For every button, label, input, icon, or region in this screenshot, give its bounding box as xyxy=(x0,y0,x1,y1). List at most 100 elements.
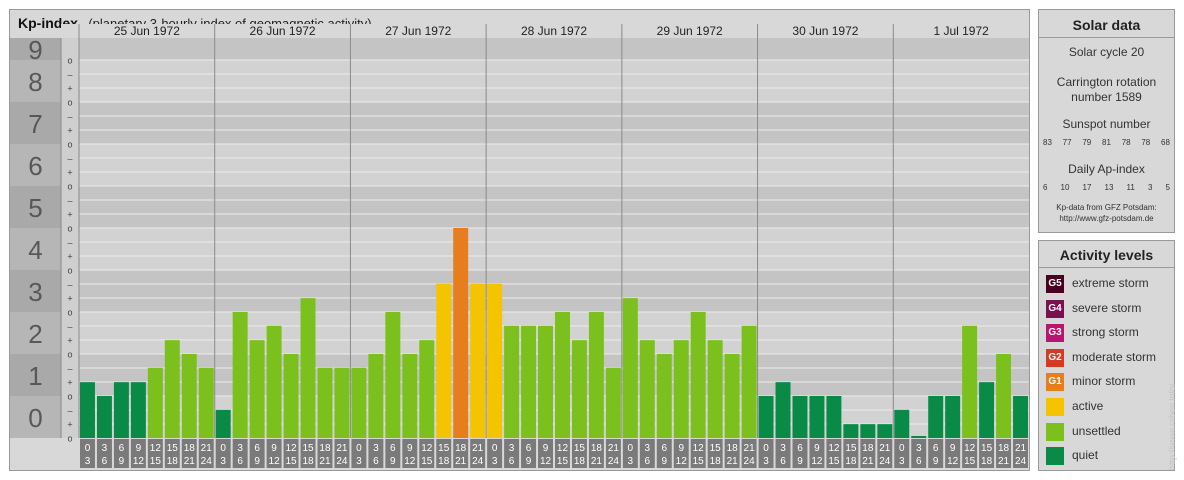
interval-end-label: 24 xyxy=(336,456,348,467)
legend-swatch: G3 xyxy=(1046,324,1064,343)
minor-tick-label: – xyxy=(67,322,72,332)
divider xyxy=(1039,267,1174,268)
kp-bar xyxy=(351,367,367,438)
interval-end-label: 15 xyxy=(693,456,705,467)
kp-bar xyxy=(894,409,910,438)
kp-bar xyxy=(656,354,672,438)
interval-start-label: 12 xyxy=(150,443,162,454)
legend-label: minor storm xyxy=(1072,374,1136,389)
source-link[interactable]: http://www.gfz-potsdam.de xyxy=(1059,214,1154,223)
kp-band xyxy=(10,144,1029,186)
legend-label: severe storm xyxy=(1072,300,1142,315)
kp-bar xyxy=(504,325,520,438)
interval-box xyxy=(470,439,486,468)
ap-label: Daily Ap-index xyxy=(1068,162,1145,176)
interval-box xyxy=(334,439,350,468)
kp-bar xyxy=(317,367,333,438)
interval-start-label: 0 xyxy=(899,443,905,454)
kp-band xyxy=(10,228,1029,270)
interval-end-label: 3 xyxy=(85,456,91,467)
interval-end-label: 15 xyxy=(964,456,976,467)
interval-start-label: 15 xyxy=(845,443,857,454)
legend-swatch: G2 xyxy=(1046,348,1064,367)
interval-start-label: 21 xyxy=(336,443,348,454)
interval-box xyxy=(232,439,248,468)
interval-box xyxy=(521,439,537,468)
interval-end-label: 21 xyxy=(862,456,874,467)
kp-bar xyxy=(147,367,163,438)
kp-bar xyxy=(419,340,435,438)
interval-end-label: 9 xyxy=(254,456,260,467)
minor-tick-label: – xyxy=(67,238,72,248)
sunspot-label: Sunspot number xyxy=(1062,117,1151,131)
kp-bar xyxy=(215,409,231,438)
interval-start-label: 6 xyxy=(933,443,939,454)
ap-value: 11 xyxy=(1126,183,1135,192)
interval-box xyxy=(860,439,876,468)
interval-box xyxy=(538,439,553,468)
interval-start-label: 3 xyxy=(780,443,786,454)
interval-box xyxy=(962,439,978,468)
interval-box xyxy=(758,439,774,468)
interval-end-label: 9 xyxy=(661,456,667,467)
sunspot-value: 81 xyxy=(1102,138,1111,147)
kp-bar xyxy=(232,312,248,438)
watermark: http://www.raben.info/ xyxy=(1167,383,1177,470)
minor-tick-label: – xyxy=(67,196,72,206)
interval-start-label: 21 xyxy=(879,443,891,454)
kp-band xyxy=(10,396,1029,438)
activity-levels-title: Activity levels xyxy=(1059,247,1154,263)
interval-start-label: 6 xyxy=(119,443,125,454)
minor-tick-label: o xyxy=(67,140,72,150)
interval-end-label: 24 xyxy=(472,456,484,467)
interval-start-label: 9 xyxy=(271,443,277,454)
interval-start-label: 12 xyxy=(828,443,840,454)
minor-tick-label: – xyxy=(67,406,72,416)
kp-bar xyxy=(538,325,553,438)
interval-end-label: 9 xyxy=(390,456,396,467)
interval-start-label: 6 xyxy=(390,443,396,454)
kp-label-band xyxy=(10,228,61,270)
interval-end-label: 24 xyxy=(1015,456,1027,467)
kp-label-band xyxy=(10,312,61,354)
legend-swatch: G1 xyxy=(1046,373,1064,392)
minor-tick-label: + xyxy=(67,252,72,262)
minor-tick-label: + xyxy=(67,378,72,388)
interval-end-label: 6 xyxy=(102,456,108,467)
interval-start-label: 12 xyxy=(285,443,297,454)
y-tick-label: 8 xyxy=(28,67,42,97)
interval-start-label: 21 xyxy=(608,443,620,454)
interval-end-label: 21 xyxy=(727,456,739,467)
interval-box xyxy=(402,439,418,468)
interval-end-label: 21 xyxy=(998,456,1010,467)
interval-start-label: 6 xyxy=(797,443,803,454)
interval-end-label: 15 xyxy=(150,456,162,467)
y-tick-label: 3 xyxy=(28,277,42,307)
kp-band xyxy=(10,38,1029,60)
kp-bar xyxy=(741,325,757,438)
kp-bar xyxy=(979,382,995,438)
legend-label: extreme storm xyxy=(1072,276,1149,290)
interval-end-label: 6 xyxy=(916,456,922,467)
interval-start-label: 15 xyxy=(981,443,993,454)
kp-bar xyxy=(809,396,825,438)
minor-tick-label: + xyxy=(67,168,72,178)
kp-bar xyxy=(962,325,978,438)
kp-bar xyxy=(436,283,452,438)
interval-box xyxy=(588,439,604,468)
interval-end-label: 18 xyxy=(167,456,179,467)
kp-bar xyxy=(945,396,961,438)
interval-box xyxy=(775,439,791,468)
interval-end-label: 12 xyxy=(676,456,688,467)
kp-bar xyxy=(673,340,689,438)
kp-bar xyxy=(181,354,197,438)
day-label: 29 Jun 1972 xyxy=(657,24,723,38)
interval-box xyxy=(368,439,384,468)
interval-box xyxy=(571,439,587,468)
interval-start-label: 3 xyxy=(509,443,515,454)
kp-label-band xyxy=(10,396,61,438)
interval-end-label: 6 xyxy=(509,456,515,467)
kp-bar xyxy=(588,312,604,438)
kp-label-band xyxy=(10,144,61,186)
kp-bar xyxy=(996,354,1012,438)
